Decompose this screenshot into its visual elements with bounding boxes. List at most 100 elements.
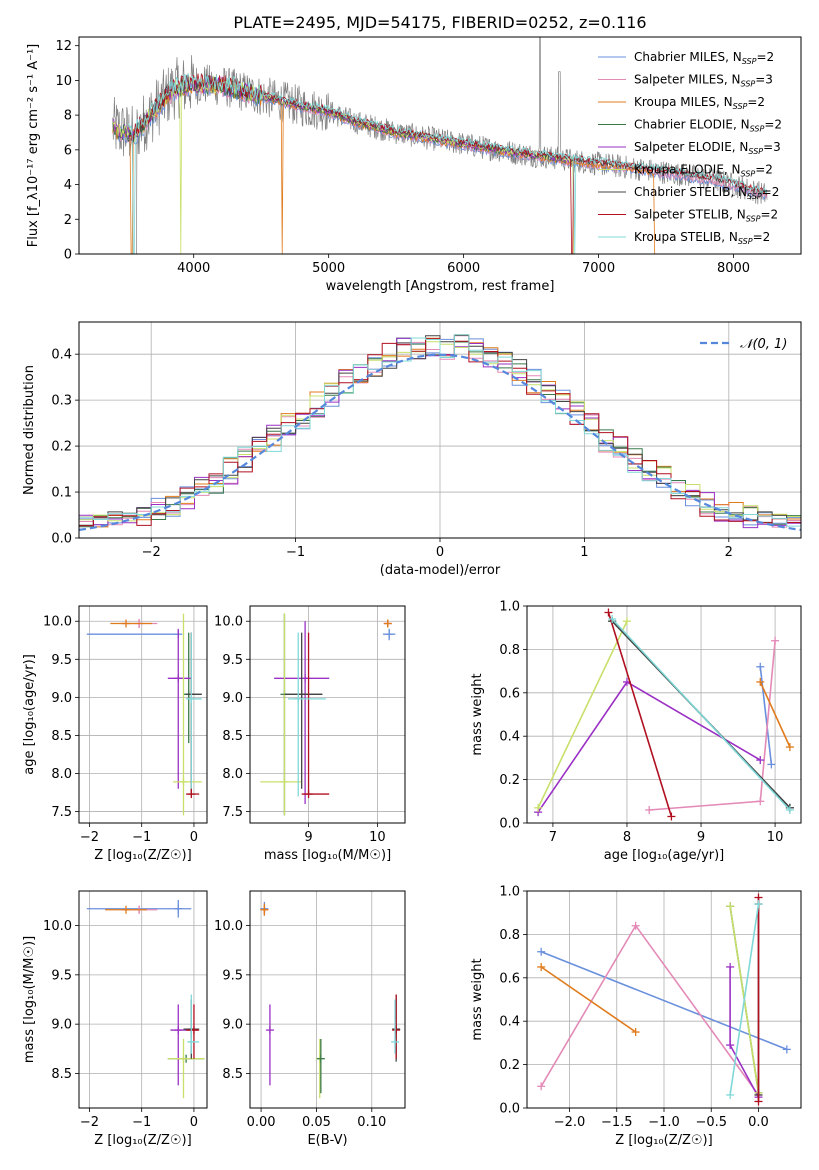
x-axis-label: Z [log₁₀(Z/Z☉)] bbox=[94, 848, 191, 863]
errorbar-point-kroupa_stelib bbox=[391, 999, 400, 1054]
weight-line-kroupa_stelib bbox=[611, 618, 791, 811]
legend-entry: Chabrier STELIB, NSSP=2 bbox=[634, 185, 779, 201]
y-axis-label: mass [log₁₀(M/M☉)] bbox=[22, 936, 37, 1063]
y-axis-label: Flux [f_λ10⁻¹⁷ erg cm⁻² s⁻¹ A⁻¹] bbox=[26, 44, 41, 248]
y-tick-label: 0 bbox=[64, 248, 72, 263]
y-tick-label: 9.5 bbox=[51, 968, 72, 983]
y-tick-label: 4 bbox=[64, 178, 72, 193]
y-tick-label: 0.8 bbox=[499, 928, 520, 943]
x-tick-label: −1 bbox=[286, 545, 305, 560]
x-tick-label: 10 bbox=[767, 830, 784, 845]
axes-frame bbox=[249, 890, 406, 1109]
errorbar-point-kroupa_elodie bbox=[260, 613, 302, 816]
x-tick-label: 10 bbox=[369, 830, 386, 845]
x-tick-label: 7000 bbox=[582, 261, 615, 276]
x-axis-label: (data-model)/error bbox=[380, 563, 501, 578]
y-tick-label: 0.2 bbox=[51, 440, 72, 455]
errorbar-point-chabrier_stelib bbox=[284, 632, 323, 789]
weight_vs_age-axes: 7 8 9 10 0.0 0.2 0.4 0.6 0.8 1.0 age [log₁₀(age/yr… bbox=[470, 600, 802, 863]
weight_vs_Z-axes: −2.0 −1.5 −1.0 −0.5 0.0 0.0 0.2 0.4 0.6 0.8 1.0 Z [… bbox=[470, 885, 802, 1148]
weight-marker-salpeter_stelib bbox=[604, 608, 613, 617]
legend-entry: 𝒩(0, 1) bbox=[740, 337, 787, 352]
weight-marker-kroupa_elodie bbox=[622, 617, 631, 626]
weight-marker-kroupa_miles bbox=[756, 677, 765, 686]
errorbar-point-salpeter_stelib bbox=[301, 632, 330, 799]
x-tick-label: 8000 bbox=[717, 261, 750, 276]
weight-marker-chabrier_miles bbox=[782, 1045, 791, 1054]
x-tick-label: −1 bbox=[132, 830, 151, 845]
y-tick-label: 9.5 bbox=[222, 968, 243, 983]
legend-entry: Salpeter ELODIE, NSSP=3 bbox=[634, 140, 781, 156]
weight-line-salpeter_miles bbox=[540, 924, 760, 1096]
x-tick-label: 5000 bbox=[312, 261, 345, 276]
errorbar-point-kroupa_miles bbox=[260, 903, 269, 916]
spectrum-model-kroupa_stelib bbox=[128, 73, 768, 254]
x-axis-label: wavelength [Angstrom, rest frame] bbox=[326, 279, 555, 294]
axes-frame bbox=[526, 605, 802, 824]
y-tick-label: 0.3 bbox=[51, 394, 72, 409]
weight-marker-kroupa_miles bbox=[631, 1028, 640, 1037]
y-tick-label: 7.5 bbox=[51, 805, 72, 820]
legend-entry: Kroupa MILES, NSSP=2 bbox=[634, 95, 765, 111]
errorbar-point-kroupa_miles bbox=[105, 905, 147, 914]
axes-frame bbox=[78, 36, 802, 255]
y-tick-label: 0.6 bbox=[499, 971, 520, 986]
weight-marker-kroupa_stelib bbox=[754, 900, 763, 909]
x-tick-label: 4000 bbox=[177, 261, 210, 276]
x-tick-label: 0 bbox=[190, 1115, 198, 1130]
x-tick-label: −1 bbox=[132, 1115, 151, 1130]
x-tick-label: 8 bbox=[623, 830, 631, 845]
y-tick-label: 0.2 bbox=[499, 1058, 520, 1073]
x-tick-label: 1 bbox=[580, 545, 588, 560]
weight-marker-salpeter_elodie bbox=[726, 962, 735, 971]
errorbar-point-kroupa_miles bbox=[383, 619, 392, 628]
residuals-axes: −2 −1 0 1 2 0.0 0.1 0.2 0.3 0.4 (data-model)/error… bbox=[22, 321, 802, 578]
weight-marker-salpeter_miles bbox=[631, 921, 640, 930]
legend-entry: Salpeter MILES, NSSP=3 bbox=[634, 73, 773, 89]
weight-line-kroupa_miles bbox=[540, 966, 637, 1033]
errorbar-point-chabrier_elodie bbox=[316, 1038, 325, 1094]
age_vs_Z-axes: −2 −1 0 7.5 8.0 8.5 9.0 9.5 10.0 Z [log₁₀(Z/Z☉)] a… bbox=[22, 605, 208, 863]
y-tick-label: 0.8 bbox=[499, 643, 520, 658]
x-tick-label: 6000 bbox=[447, 261, 480, 276]
x-tick-label: 0.00 bbox=[247, 1115, 276, 1130]
errorbar-point-salpeter_stelib bbox=[392, 994, 401, 1059]
errorbar-point-kroupa_elodie bbox=[315, 1038, 324, 1099]
y-tick-label: 9.5 bbox=[222, 653, 243, 668]
axes-frame bbox=[526, 890, 802, 1109]
y-tick-label: 9.0 bbox=[51, 1018, 72, 1033]
weight-marker-kroupa_stelib bbox=[726, 1090, 735, 1099]
mass_vs_EBV-axes: 0.00 0.05 0.10 8.5 9.0 9.5 10.0 E(B-V) bbox=[214, 890, 406, 1148]
y-axis-label: mass weight bbox=[470, 673, 485, 755]
errorbar-point-kroupa_elodie bbox=[167, 1038, 205, 1099]
weight-marker-chabrier_miles bbox=[756, 662, 765, 671]
errorbar-point-kroupa_stelib bbox=[187, 994, 200, 1054]
y-tick-label: 8.5 bbox=[222, 1067, 243, 1082]
chart-title: PLATE=2495, MJD=54175, FIBERID=0252, z=0… bbox=[233, 13, 646, 32]
weight-marker-salpeter_stelib bbox=[667, 812, 676, 821]
legend-entry: Chabrier MILES, NSSP=2 bbox=[634, 50, 774, 66]
errorbar-point-kroupa_stelib bbox=[186, 632, 202, 789]
y-tick-label: 6 bbox=[64, 143, 72, 158]
y-tick-label: 8.0 bbox=[222, 767, 243, 782]
x-axis-label: E(B-V) bbox=[307, 1133, 347, 1148]
spectrum-model-chabrier_miles bbox=[112, 78, 768, 201]
y-tick-label: 0.0 bbox=[499, 817, 520, 832]
weight-marker-salpeter_miles bbox=[537, 1082, 546, 1091]
weight-marker-chabrier_miles bbox=[537, 947, 546, 956]
y-tick-label: 8 bbox=[64, 109, 72, 124]
weight-marker-kroupa_stelib bbox=[608, 615, 617, 624]
weight-marker-salpeter_miles bbox=[771, 636, 780, 645]
axes-frame bbox=[78, 890, 208, 1109]
x-tick-label: 0.10 bbox=[357, 1115, 386, 1130]
y-tick-label: 0.6 bbox=[499, 686, 520, 701]
weight-marker-kroupa_elodie bbox=[726, 902, 735, 911]
y-tick-label: 9.0 bbox=[222, 691, 243, 706]
weight-marker-kroupa_miles bbox=[537, 962, 546, 971]
x-tick-label: −0.5 bbox=[695, 1115, 727, 1130]
y-tick-label: 8.5 bbox=[51, 729, 72, 744]
x-tick-label: −2.0 bbox=[554, 1115, 586, 1130]
x-axis-label: mass [log₁₀(M/M☉)] bbox=[264, 848, 391, 863]
weight-marker-kroupa_stelib bbox=[785, 805, 794, 814]
